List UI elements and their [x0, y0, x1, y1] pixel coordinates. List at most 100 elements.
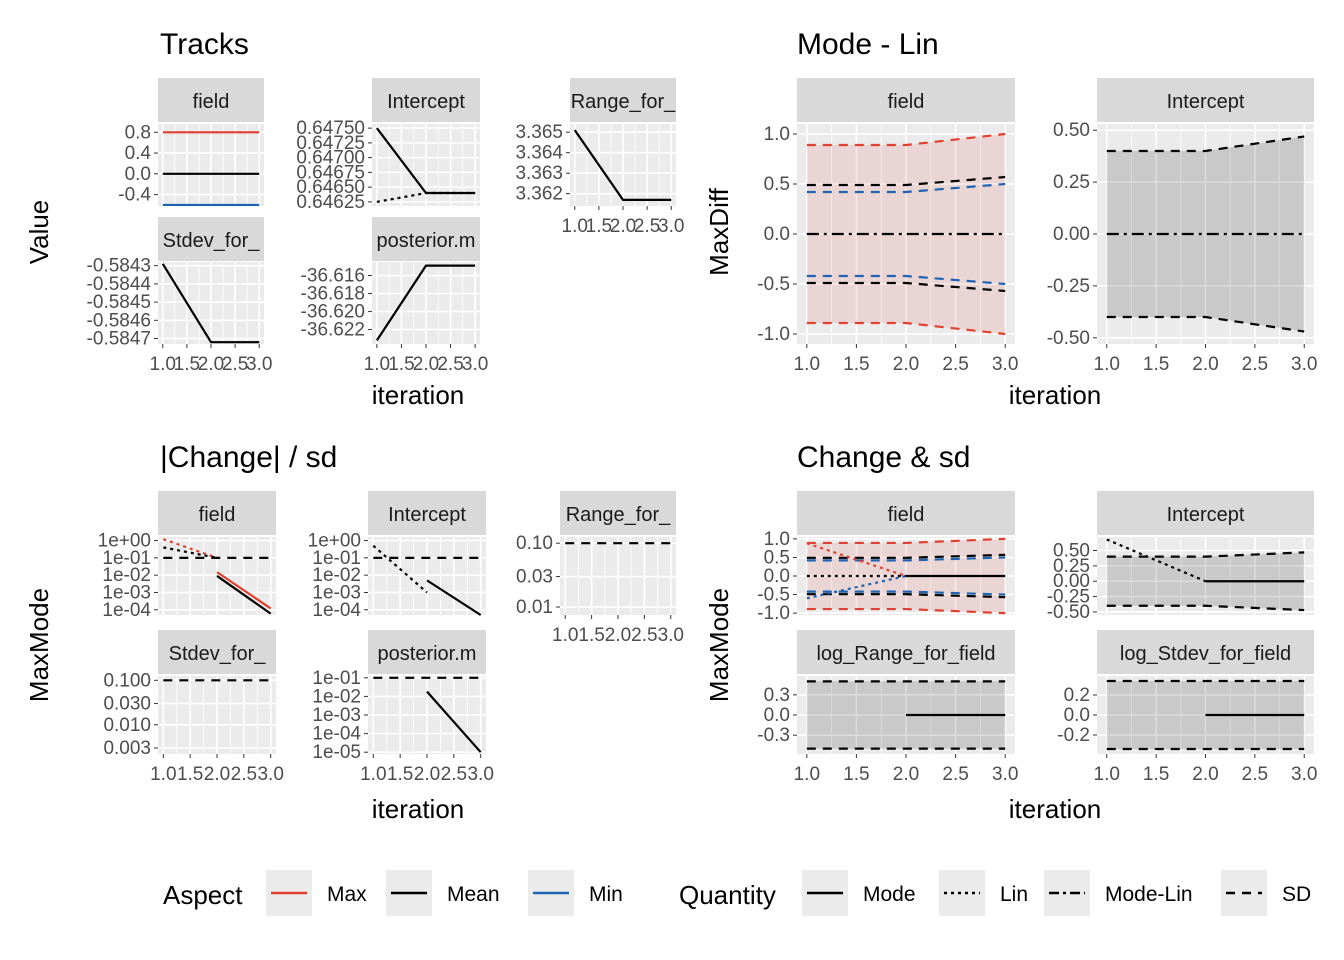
series-line-mean-sd — [1106, 135, 1305, 153]
x-tick-label: 2.5 — [222, 354, 248, 375]
facet-strip-label: field — [199, 504, 236, 526]
facet-strip-label: log_Range_for_field — [816, 643, 995, 665]
x-tick-label: 1.5 — [388, 354, 414, 375]
legend-title-aspect: Aspect — [163, 880, 243, 910]
y-tick-label: 0.03 — [516, 567, 553, 588]
y-tick-label: 0.25 — [1053, 556, 1090, 577]
facet-strip-label: Range_for_ — [571, 91, 676, 113]
series-line-mean-mode — [161, 263, 260, 344]
legend: Aspect Max Mean Min Quantity Mode Lin Mode-Lin S… — [163, 870, 1311, 916]
facet-strip — [158, 630, 276, 674]
series-line-mean-mode — [426, 690, 482, 753]
x-tick-label: 3.0 — [658, 216, 684, 237]
y-tick-label: 0.25 — [1053, 172, 1090, 193]
y-tick-label: 0.4 — [125, 143, 152, 164]
legend-label: Mean — [447, 883, 500, 906]
legend-label: Max — [327, 883, 367, 906]
facet-strip — [570, 78, 676, 122]
facet-strip-label: field — [888, 91, 925, 113]
series-line-mean-lin — [372, 544, 428, 594]
x-axis-label: iteration — [1009, 794, 1102, 824]
legend-label: SD — [1282, 883, 1311, 906]
y-tick-label: 0.0 — [1064, 705, 1090, 726]
facet-strip-label: posterior.m — [378, 643, 477, 665]
x-tick-label: 3.0 — [467, 764, 493, 785]
y-tick-label: 1e-02 — [312, 565, 361, 586]
x-tick-label: 1.0 — [150, 764, 176, 785]
x-axis-label: iteration — [1009, 380, 1102, 410]
x-tick-label: 2.0 — [610, 216, 636, 237]
facet-strip — [158, 217, 264, 261]
x-tick-label: 2.5 — [441, 764, 467, 785]
y-tick-label: 1e-01 — [312, 548, 361, 569]
y-tick-label: -36.620 — [301, 302, 365, 323]
series-line-min-sd — [806, 590, 1006, 596]
y-tick-label: 1e-02 — [312, 686, 361, 707]
y-tick-label: 1e-03 — [102, 582, 151, 603]
legend-title-quantity: Quantity — [679, 880, 776, 910]
chart-title: |Change| / sd — [160, 441, 337, 474]
y-tick-label: 0.100 — [103, 670, 151, 691]
y-tick-label: 1e-03 — [312, 582, 361, 603]
series-line-min-lin — [806, 574, 907, 600]
y-tick-label: 0.2 — [1064, 685, 1090, 706]
series-line-mean-mode — [375, 264, 476, 342]
y-tick-label: 1e-05 — [312, 742, 361, 763]
y-tick-label: 0.64675 — [296, 162, 365, 183]
x-tick-label: 1.0 — [1094, 354, 1120, 375]
y-tick-label: 1.0 — [764, 529, 790, 550]
facet-strip-label: field — [888, 504, 925, 526]
x-tick-label: 1.5 — [174, 354, 200, 375]
y-tick-label: -0.5847 — [87, 329, 151, 350]
x-tick-label: 2.5 — [231, 764, 257, 785]
facet-strip-label: Intercept — [1167, 91, 1245, 113]
y-tick-label: -0.5843 — [87, 256, 151, 277]
series-line-max-mode — [216, 571, 272, 610]
x-tick-label: 2.0 — [605, 625, 631, 646]
y-tick-label: 0.0 — [764, 224, 790, 245]
y-tick-label: 0.50 — [1053, 120, 1090, 141]
chart-0: Tracks Value iteration field 0.80.40.0-0.4 In… — [24, 28, 684, 410]
facet-strip-label: posterior.m — [377, 230, 476, 252]
series-line-mean-lin — [163, 546, 218, 559]
y-tick-label: 0.0 — [125, 164, 151, 185]
legend-item: Mode-Lin — [1044, 870, 1193, 916]
facet-strip — [372, 78, 480, 122]
y-tick-label: 0.64625 — [296, 192, 365, 213]
y-tick-label: 0.0 — [764, 705, 790, 726]
y-tick-label: 0.010 — [103, 715, 151, 736]
y-tick-label: -36.618 — [301, 284, 365, 305]
y-tick-label: 0.00 — [1053, 224, 1090, 245]
facet-panel: field 1.00.50.0-0.5-1.0 — [757, 491, 1015, 624]
y-tick-label: 0.10 — [516, 533, 553, 554]
y-tick-label: -0.4 — [118, 185, 151, 206]
y-tick-label: 0.8 — [125, 122, 151, 143]
series-line-max-sd — [806, 321, 1006, 336]
series-line-mean-mode — [573, 129, 672, 201]
series-line-mean-sd — [806, 175, 1006, 187]
y-tick-label: 1e-04 — [102, 600, 151, 621]
x-tick-label: 1.0 — [562, 216, 588, 237]
facet-strip-label: field — [193, 91, 230, 113]
y-axis-label: MaxMode — [704, 588, 734, 702]
x-tick-label: 1.5 — [586, 216, 612, 237]
x-tick-label: 2.0 — [893, 764, 919, 785]
y-tick-label: 0.030 — [103, 694, 151, 715]
legend-label: Mode — [863, 883, 916, 906]
facet-strip — [1097, 630, 1314, 674]
facet-strip-label: Stdev_for_ — [169, 643, 267, 665]
x-tick-label: 2.0 — [1192, 764, 1218, 785]
x-tick-label: 1.5 — [843, 354, 869, 375]
facet-strip-label: log_Stdev_for_field — [1120, 643, 1291, 665]
x-tick-label: 1.0 — [150, 354, 176, 375]
y-tick-label: -0.2 — [1057, 725, 1090, 746]
y-tick-label: -0.5 — [757, 274, 790, 295]
series-line-mean-mode — [426, 579, 482, 616]
series-line-min-sd — [806, 556, 1006, 562]
x-tick-label: 1.0 — [360, 764, 386, 785]
y-tick-label: 0.003 — [103, 738, 151, 759]
